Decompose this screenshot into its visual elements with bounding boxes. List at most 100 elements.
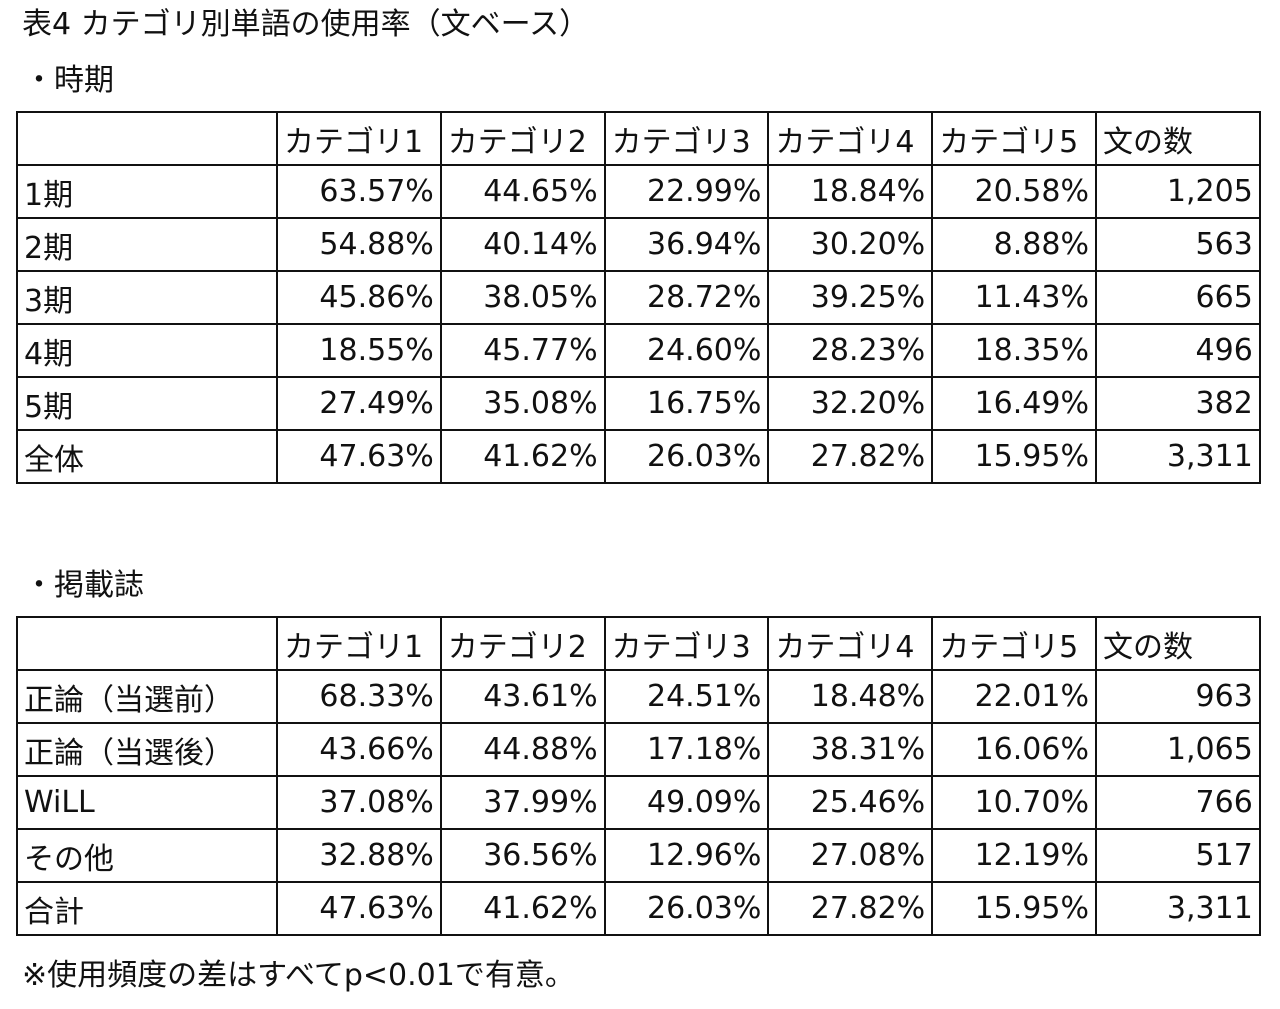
table-cell: 63.57% bbox=[276, 164, 442, 219]
table-cell: 665 bbox=[1094, 270, 1261, 325]
table-cell: 24.60% bbox=[603, 323, 770, 378]
table-cell: 43.61% bbox=[439, 669, 606, 724]
table-header-row: カテゴリ1 カテゴリ2 カテゴリ3 カテゴリ4 カテゴリ5 文の数 bbox=[16, 616, 1261, 671]
column-header: カテゴリ1 bbox=[276, 616, 442, 671]
table-cell: 47.63% bbox=[276, 881, 442, 936]
table-cell: 32.20% bbox=[767, 376, 934, 431]
table-cell: 37.08% bbox=[276, 775, 442, 830]
row-label: 2期 bbox=[16, 217, 278, 272]
table-row: 2期 54.88% 40.14% 36.94% 30.20% 8.88% 563 bbox=[16, 217, 1261, 272]
table-row: 4期 18.55% 45.77% 24.60% 28.23% 18.35% 496 bbox=[16, 323, 1261, 378]
table-cell: 37.99% bbox=[439, 775, 606, 830]
table-title: 表4 カテゴリ別単語の使用率（文ベース） bbox=[22, 7, 590, 42]
table-cell: 45.86% bbox=[276, 270, 442, 325]
table-cell: 16.75% bbox=[603, 376, 770, 431]
table-row: 5期 27.49% 35.08% 16.75% 32.20% 16.49% 382 bbox=[16, 376, 1261, 431]
table-cell: 15.95% bbox=[931, 429, 1097, 484]
table-cell: 766 bbox=[1094, 775, 1261, 830]
table-cell: 36.56% bbox=[439, 828, 606, 883]
footnote: ※使用頻度の差はすべてp<0.01で有意。 bbox=[22, 958, 575, 993]
table-cell: 3,311 bbox=[1094, 429, 1261, 484]
table-cell: 35.08% bbox=[439, 376, 606, 431]
column-header: 文の数 bbox=[1094, 111, 1261, 166]
table-cell: 41.62% bbox=[439, 429, 606, 484]
table-cell: 25.46% bbox=[767, 775, 934, 830]
table-cell: 15.95% bbox=[931, 881, 1097, 936]
table-cell: 27.82% bbox=[767, 429, 934, 484]
table-cell: 8.88% bbox=[931, 217, 1097, 272]
table-cell: 16.49% bbox=[931, 376, 1097, 431]
row-label: 1期 bbox=[16, 164, 278, 219]
table-cell: 16.06% bbox=[931, 722, 1097, 777]
table-cell: 44.65% bbox=[439, 164, 606, 219]
column-header: カテゴリ3 bbox=[603, 616, 770, 671]
table-cell: 22.99% bbox=[603, 164, 770, 219]
table-cell: 47.63% bbox=[276, 429, 442, 484]
column-header: カテゴリ5 bbox=[931, 111, 1097, 166]
table-row: 1期 63.57% 44.65% 22.99% 18.84% 20.58% 1,205 bbox=[16, 164, 1261, 219]
table-cell: 28.72% bbox=[603, 270, 770, 325]
table-cell: 28.23% bbox=[767, 323, 934, 378]
table-cell: 517 bbox=[1094, 828, 1261, 883]
table-cell: 43.66% bbox=[276, 722, 442, 777]
column-header: 文の数 bbox=[1094, 616, 1261, 671]
table-cell: 38.31% bbox=[767, 722, 934, 777]
row-label: 5期 bbox=[16, 376, 278, 431]
table-cell: 30.20% bbox=[767, 217, 934, 272]
row-label: 合計 bbox=[16, 881, 278, 936]
table-row: 3期 45.86% 38.05% 28.72% 39.25% 11.43% 665 bbox=[16, 270, 1261, 325]
table-cell: 10.70% bbox=[931, 775, 1097, 830]
table-cell: 39.25% bbox=[767, 270, 934, 325]
row-label: 全体 bbox=[16, 429, 278, 484]
table-cell: 18.35% bbox=[931, 323, 1097, 378]
table-cell: 68.33% bbox=[276, 669, 442, 724]
column-header: カテゴリ2 bbox=[439, 111, 606, 166]
header-corner-cell bbox=[16, 111, 278, 166]
table-cell: 40.14% bbox=[439, 217, 606, 272]
table-cell: 49.09% bbox=[603, 775, 770, 830]
table-row: 正論（当選前） 68.33% 43.61% 24.51% 18.48% 22.01% 963 bbox=[16, 669, 1261, 724]
table-cell: 18.48% bbox=[767, 669, 934, 724]
row-label: 正論（当選前） bbox=[16, 669, 278, 724]
table-cell: 11.43% bbox=[931, 270, 1097, 325]
table-cell: 32.88% bbox=[276, 828, 442, 883]
table-cell: 26.03% bbox=[603, 881, 770, 936]
table-cell: 38.05% bbox=[439, 270, 606, 325]
column-header: カテゴリ5 bbox=[931, 616, 1097, 671]
table-cell: 27.49% bbox=[276, 376, 442, 431]
column-header: カテゴリ1 bbox=[276, 111, 442, 166]
section-label-period: ・時期 bbox=[24, 63, 114, 98]
table-cell: 496 bbox=[1094, 323, 1261, 378]
table-cell: 382 bbox=[1094, 376, 1261, 431]
column-header: カテゴリ2 bbox=[439, 616, 606, 671]
row-label: その他 bbox=[16, 828, 278, 883]
row-label: 正論（当選後） bbox=[16, 722, 278, 777]
table-header-row: カテゴリ1 カテゴリ2 カテゴリ3 カテゴリ4 カテゴリ5 文の数 bbox=[16, 111, 1261, 166]
table-row: 全体 47.63% 41.62% 26.03% 27.82% 15.95% 3,311 bbox=[16, 429, 1261, 484]
table-cell: 1,205 bbox=[1094, 164, 1261, 219]
table-row: その他 32.88% 36.56% 12.96% 27.08% 12.19% 517 bbox=[16, 828, 1261, 883]
table-cell: 17.18% bbox=[603, 722, 770, 777]
table-cell: 36.94% bbox=[603, 217, 770, 272]
table-row: 合計 47.63% 41.62% 26.03% 27.82% 15.95% 3,311 bbox=[16, 881, 1261, 936]
table-row: 正論（当選後） 43.66% 44.88% 17.18% 38.31% 16.06% 1,0… bbox=[16, 722, 1261, 777]
column-header: カテゴリ4 bbox=[767, 111, 934, 166]
table-cell: 41.62% bbox=[439, 881, 606, 936]
table-cell: 963 bbox=[1094, 669, 1261, 724]
table-cell: 12.19% bbox=[931, 828, 1097, 883]
table-cell: 27.82% bbox=[767, 881, 934, 936]
magazine-table: カテゴリ1 カテゴリ2 カテゴリ3 カテゴリ4 カテゴリ5 文の数 正論（当選前） 68.33… bbox=[16, 616, 1261, 936]
column-header: カテゴリ4 bbox=[767, 616, 934, 671]
row-label: 3期 bbox=[16, 270, 278, 325]
row-label: WiLL bbox=[16, 775, 278, 830]
table-cell: 18.55% bbox=[276, 323, 442, 378]
table-cell: 54.88% bbox=[276, 217, 442, 272]
table-cell: 27.08% bbox=[767, 828, 934, 883]
table-cell: 1,065 bbox=[1094, 722, 1261, 777]
period-table: カテゴリ1 カテゴリ2 カテゴリ3 カテゴリ4 カテゴリ5 文の数 1期 63.57% 44.6… bbox=[16, 111, 1261, 484]
section-label-magazine: ・掲載誌 bbox=[24, 568, 144, 603]
table-cell: 12.96% bbox=[603, 828, 770, 883]
table-cell: 18.84% bbox=[767, 164, 934, 219]
row-label: 4期 bbox=[16, 323, 278, 378]
header-corner-cell bbox=[16, 616, 278, 671]
